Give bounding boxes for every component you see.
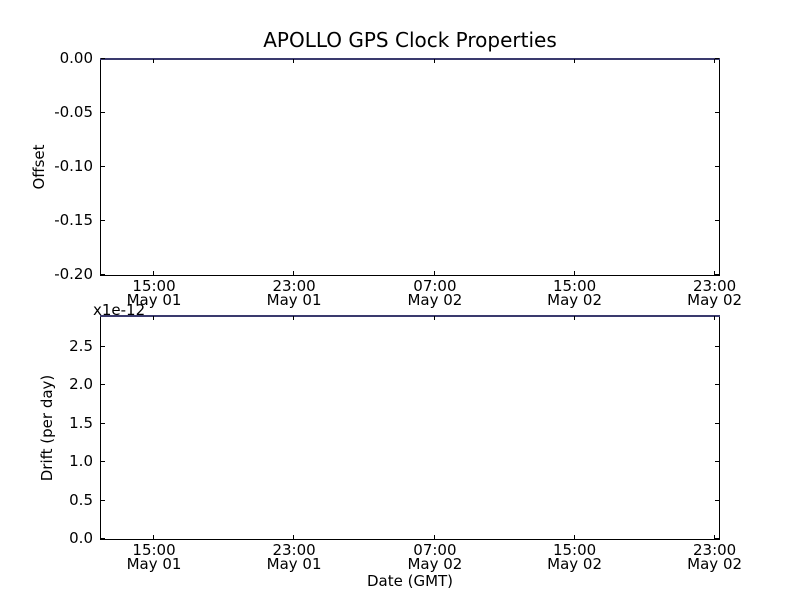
- offset-y-axis-label: Offset: [30, 144, 48, 190]
- x-tick-mark-top: [713, 59, 715, 63]
- y-tick-label: 0.00: [59, 49, 93, 67]
- x-tick-label-date: May 01: [266, 291, 322, 309]
- x-tick-mark-bottom: [153, 271, 155, 275]
- y-tick-label: 1.0: [69, 452, 93, 471]
- y-tick-mark-right: [715, 461, 719, 463]
- x-tick-label-time: 15:00: [552, 541, 597, 559]
- x-tick-mark-top: [433, 316, 435, 320]
- y-tick-mark-right: [715, 166, 719, 167]
- x-tick-mark-bottom: [573, 271, 575, 275]
- y-tick-mark-left: [101, 422, 105, 424]
- x-tick-mark-top: [573, 59, 575, 63]
- y-tick-mark-right: [715, 422, 719, 424]
- y-tick-mark-right: [715, 274, 719, 275]
- y-tick-mark-right: [715, 58, 719, 59]
- x-tick-mark-top: [153, 316, 155, 320]
- y-tick-mark-left: [101, 274, 105, 275]
- x-tick-label-date: May 02: [547, 555, 602, 573]
- y-tick-mark-right: [715, 538, 719, 539]
- y-tick-label: 2.5: [69, 336, 93, 355]
- y-tick-mark-left: [101, 384, 105, 386]
- y-tick-mark-right: [715, 384, 719, 386]
- drift-y-axis-label: Drift (per day): [38, 374, 56, 482]
- x-tick-label-time: 15:00: [132, 541, 176, 559]
- y-tick-mark-left: [101, 461, 105, 463]
- x-tick-mark-bottom: [293, 271, 295, 275]
- drift-plot: 2.5 2.0 1.5 1.0 0.5 0.0 15:00 May 01 23:00 May 01…: [69, 315, 742, 572]
- y-tick-mark-left: [101, 499, 105, 501]
- y-tick-mark-right: [715, 112, 719, 113]
- x-tick-label-date: May 01: [126, 555, 182, 573]
- x-tick-mark-bottom: [433, 535, 435, 539]
- x-tick-label-time: 23:00: [692, 277, 737, 295]
- x-tick-label-date: May 01: [266, 555, 322, 573]
- offset-data-line: [100, 58, 720, 60]
- y-tick-label: 1.5: [69, 413, 93, 432]
- offset-plot: 0.00 -0.05 -0.10 -0.15 -0.20 15:00 May 01 23:00…: [54, 50, 742, 308]
- x-tick-mark-top: [293, 316, 295, 320]
- x-tick-label-date: May 02: [687, 291, 743, 309]
- y-tick-mark-right: [715, 345, 719, 347]
- x-tick-label-time: 23:00: [272, 277, 316, 295]
- x-tick-label-date: May 02: [687, 555, 743, 573]
- y-tick-label: -0.10: [54, 157, 93, 175]
- drift-data-line: [100, 315, 720, 317]
- y-tick-mark-left: [101, 345, 105, 347]
- y-tick-label: -0.15: [54, 211, 93, 229]
- y-scale-multiplier: x1e-12: [93, 301, 146, 319]
- x-tick-label-date: May 02: [407, 555, 463, 573]
- y-tick-mark-left: [101, 220, 105, 221]
- y-tick-mark-left: [101, 112, 105, 113]
- x-tick-label-date: May 02: [547, 291, 602, 309]
- x-tick-label-date: May 01: [126, 291, 182, 309]
- x-tick-mark-bottom: [433, 271, 435, 275]
- y-tick-mark-right: [715, 499, 719, 501]
- x-tick-mark-top: [153, 59, 155, 63]
- x-tick-mark-bottom: [713, 535, 715, 539]
- y-tick-label: 0.0: [69, 529, 93, 547]
- x-tick-label-time: 23:00: [272, 541, 316, 559]
- x-tick-label-time: 15:00: [132, 277, 176, 295]
- y-tick-mark-right: [715, 220, 719, 221]
- x-tick-label-time: 07:00: [413, 541, 457, 559]
- y-tick-mark-left: [101, 166, 105, 167]
- x-tick-mark-bottom: [573, 535, 575, 539]
- x-tick-mark-bottom: [293, 535, 295, 539]
- x-tick-mark-top: [713, 316, 715, 320]
- x-tick-mark-bottom: [153, 535, 155, 539]
- x-tick-label-time: 15:00: [552, 277, 597, 295]
- x-axis-label: Date (GMT): [366, 572, 454, 590]
- x-tick-mark-top: [573, 316, 575, 320]
- x-tick-mark-top: [433, 59, 435, 63]
- x-tick-mark-top: [293, 59, 295, 63]
- y-tick-label: -0.20: [54, 265, 93, 283]
- y-tick-label: 2.0: [69, 375, 93, 394]
- y-tick-label: -0.05: [54, 103, 93, 121]
- x-tick-label-date: May 02: [407, 291, 463, 309]
- chart-title: APOLLO GPS Clock Properties: [263, 28, 557, 52]
- x-tick-label-time: 07:00: [413, 277, 457, 295]
- x-tick-mark-bottom: [713, 271, 715, 275]
- x-tick-label-time: 23:00: [692, 541, 737, 559]
- y-tick-label: 0.5: [69, 490, 93, 509]
- y-tick-mark-left: [101, 58, 105, 59]
- y-tick-mark-left: [101, 538, 105, 539]
